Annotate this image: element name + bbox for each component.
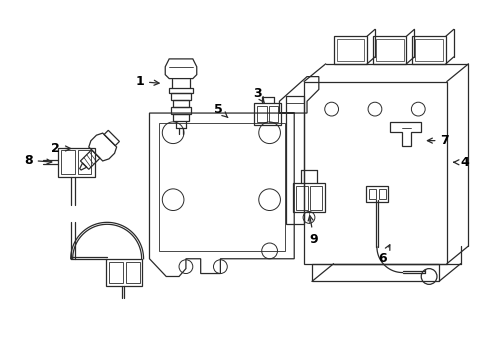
Bar <box>109 262 122 283</box>
Bar <box>411 36 445 64</box>
Bar <box>293 183 324 212</box>
Bar <box>125 262 140 283</box>
Bar <box>378 189 385 199</box>
Bar <box>159 123 285 251</box>
Text: 4: 4 <box>453 156 468 169</box>
Bar <box>58 148 95 177</box>
Text: 1: 1 <box>135 75 159 88</box>
Bar <box>256 106 266 122</box>
Text: 9: 9 <box>307 216 318 246</box>
Bar <box>366 186 387 202</box>
Bar <box>304 82 446 264</box>
Bar <box>336 39 364 61</box>
Bar <box>311 264 438 282</box>
Bar <box>78 150 91 174</box>
Bar <box>375 39 403 61</box>
Bar <box>106 259 142 286</box>
Text: 7: 7 <box>427 134 448 147</box>
Text: 3: 3 <box>253 87 264 103</box>
Bar <box>309 186 321 210</box>
Bar <box>333 36 366 64</box>
Bar <box>61 150 75 174</box>
Text: 6: 6 <box>378 245 389 265</box>
Bar <box>268 106 278 122</box>
Bar <box>368 189 375 199</box>
Bar <box>296 186 307 210</box>
Text: 8: 8 <box>24 154 52 167</box>
Bar <box>286 96 304 224</box>
Text: 5: 5 <box>214 103 227 117</box>
Bar <box>253 103 281 125</box>
Bar <box>414 39 442 61</box>
Bar <box>372 36 406 64</box>
Text: 2: 2 <box>50 142 70 155</box>
